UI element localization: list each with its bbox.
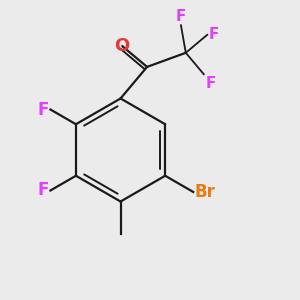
Text: F: F [205,76,216,91]
Text: F: F [176,9,186,24]
Text: F: F [38,100,49,118]
Text: F: F [209,27,219,42]
Text: O: O [115,37,130,55]
Text: Br: Br [195,183,216,201]
Text: F: F [38,182,49,200]
